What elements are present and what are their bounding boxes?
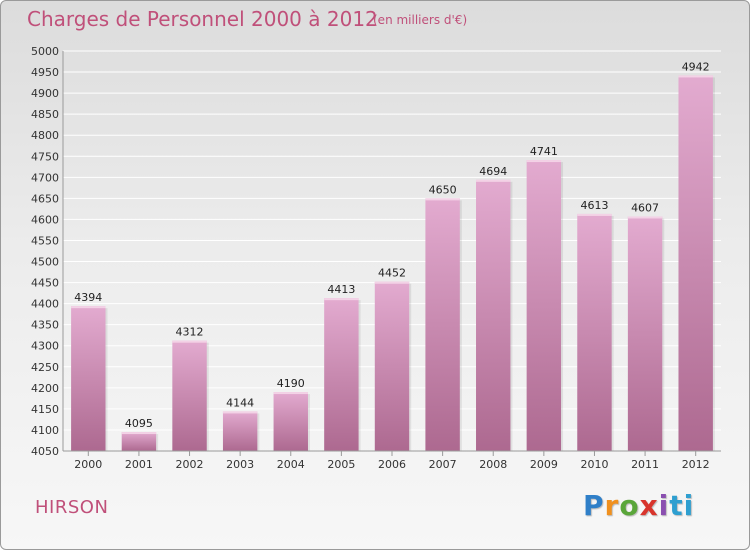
bar-top-highlight <box>273 392 308 395</box>
bar-group <box>222 411 260 451</box>
y-tick-label: 4150 <box>31 403 59 416</box>
bar <box>71 306 106 451</box>
y-tick-label: 4550 <box>31 234 59 247</box>
x-tick-label: 2012 <box>682 458 710 471</box>
bar-group <box>71 306 108 451</box>
y-tick-label: 4400 <box>31 298 59 311</box>
bar <box>476 179 511 451</box>
bar <box>526 160 562 452</box>
y-tick-label: 4500 <box>31 256 59 269</box>
data-label: 4190 <box>277 377 305 390</box>
data-label: 4095 <box>125 417 153 430</box>
x-tick-label: 2003 <box>226 458 254 471</box>
location-name: HIRSON <box>35 497 109 518</box>
bar-group <box>678 75 715 451</box>
bar-top-highlight <box>172 340 207 343</box>
data-label: 4613 <box>580 199 608 212</box>
bar-group <box>425 198 462 451</box>
y-tick-label: 4750 <box>31 150 59 163</box>
bar-top-highlight <box>476 179 511 182</box>
bar-group <box>476 179 513 451</box>
data-label: 4694 <box>479 165 507 178</box>
data-label: 4741 <box>530 145 558 158</box>
y-tick-label: 4450 <box>31 277 59 290</box>
y-tick-label: 4100 <box>31 424 59 437</box>
bar-top-highlight <box>71 306 106 309</box>
data-label: 4650 <box>429 183 457 196</box>
data-label: 4144 <box>226 396 254 409</box>
bar-top-highlight <box>678 75 713 78</box>
bar <box>273 392 308 451</box>
bar <box>678 75 713 451</box>
bar <box>324 298 359 451</box>
bar-group <box>627 216 665 451</box>
y-tick-label: 4650 <box>31 192 59 205</box>
x-tick-label: 2010 <box>580 458 608 471</box>
bar <box>222 411 258 451</box>
y-tick-label: 5000 <box>31 45 59 58</box>
bar-group <box>121 432 159 451</box>
y-tick-label: 4250 <box>31 361 59 374</box>
bar-group <box>577 213 614 451</box>
bar-group <box>526 160 564 452</box>
x-tick-label: 2004 <box>277 458 305 471</box>
bar-top-highlight <box>627 216 663 219</box>
y-tick-label: 4300 <box>31 340 59 353</box>
x-tick-label: 2001 <box>125 458 153 471</box>
x-tick-label: 2007 <box>429 458 457 471</box>
y-tick-label: 4600 <box>31 213 59 226</box>
y-tick-label: 4850 <box>31 108 59 121</box>
bar-group <box>273 392 310 451</box>
bar-group <box>374 281 412 451</box>
x-tick-label: 2006 <box>378 458 406 471</box>
data-label: 4452 <box>378 267 406 280</box>
bar-top-highlight <box>374 281 410 284</box>
y-tick-label: 4950 <box>31 66 59 79</box>
bar <box>425 198 460 451</box>
bar-top-highlight <box>222 411 258 414</box>
bar-top-highlight <box>425 198 460 201</box>
y-tick-label: 4800 <box>31 129 59 142</box>
x-tick-label: 2002 <box>176 458 204 471</box>
x-tick-label: 2009 <box>530 458 558 471</box>
bar <box>627 216 663 451</box>
bar <box>121 432 157 451</box>
y-tick-label: 4200 <box>31 382 59 395</box>
bar-top-highlight <box>121 432 157 435</box>
y-tick-label: 4350 <box>31 319 59 332</box>
bar <box>172 340 207 451</box>
bar-group <box>324 298 361 451</box>
x-tick-label: 2008 <box>479 458 507 471</box>
y-tick-label: 4700 <box>31 171 59 184</box>
x-tick-label: 2000 <box>74 458 102 471</box>
bar-top-highlight <box>577 213 612 216</box>
x-tick-label: 2005 <box>327 458 355 471</box>
chart-title: Charges de Personnel 2000 à 2012 <box>27 7 378 31</box>
bar <box>577 213 612 451</box>
bar-top-highlight <box>526 160 562 163</box>
bar <box>374 281 410 451</box>
data-label: 4394 <box>74 291 102 304</box>
y-tick-label: 4050 <box>31 445 59 458</box>
data-label: 4607 <box>631 201 659 214</box>
bar-top-highlight <box>324 298 359 301</box>
bar-group <box>172 340 209 451</box>
chart-subtitle: (en milliers d'€) <box>373 13 468 27</box>
y-tick-label: 4900 <box>31 87 59 100</box>
data-label: 4312 <box>176 326 204 339</box>
data-label: 4942 <box>682 60 710 73</box>
proxiti-logo: Proxiti <box>583 489 695 522</box>
data-label: 4413 <box>327 283 355 296</box>
x-tick-label: 2011 <box>631 458 659 471</box>
